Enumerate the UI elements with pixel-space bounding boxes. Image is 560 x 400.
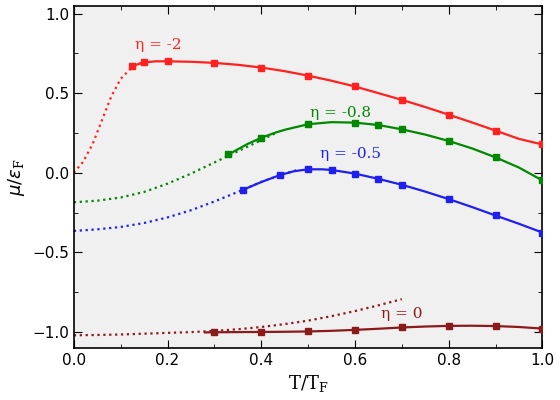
X-axis label: T/T$_\mathregular{F}$: T/T$_\mathregular{F}$ [288,374,328,394]
Text: η = 0: η = 0 [381,307,422,321]
Text: η = -2: η = -2 [135,38,181,52]
Text: η = -0.8: η = -0.8 [310,106,371,120]
Y-axis label: $\mu/\varepsilon_\mathregular{F}$: $\mu/\varepsilon_\mathregular{F}$ [6,158,26,196]
Text: η = -0.5: η = -0.5 [320,148,381,162]
